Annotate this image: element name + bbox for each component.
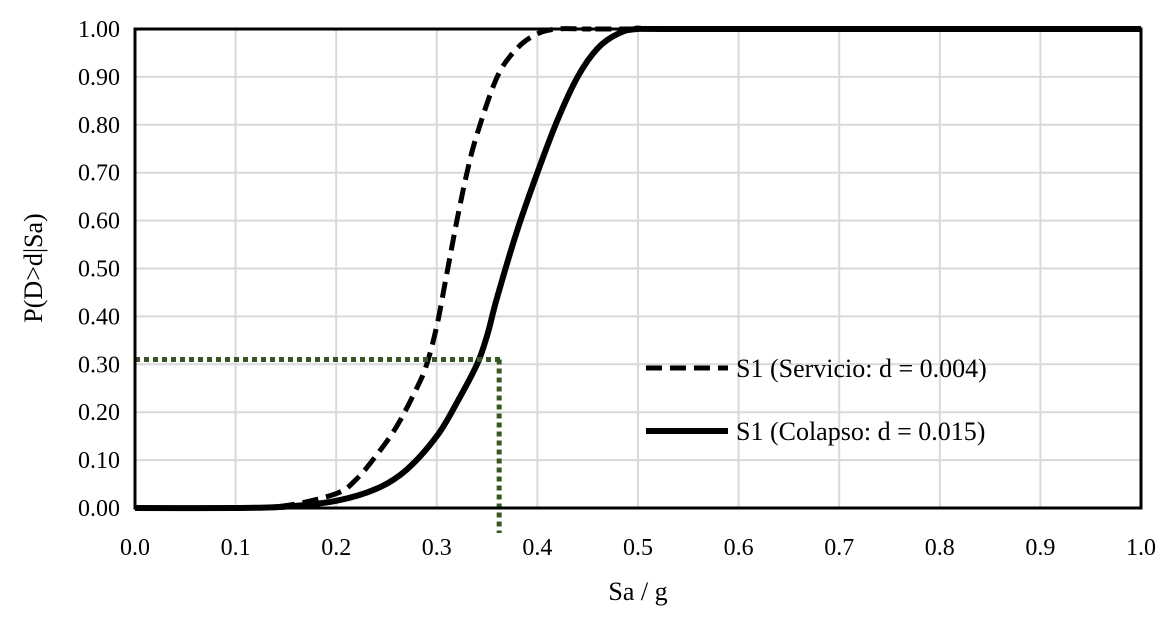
x-tick-label-4: 0.4 [522,535,552,561]
x-tick-labels: 0.0 0.1 0.2 0.3 0.4 0.5 0.6 0.7 0.8 0.9 1.0 [120,535,1156,561]
legend-label-colapso: S1 (Colapso: d = 0.015) [736,417,985,446]
x-tick-label-0: 0.0 [120,535,150,561]
x-tick-label-2: 0.2 [321,535,351,561]
x-tick-label-9: 0.9 [1025,535,1055,561]
y-tick-label-7: 0.70 [78,161,120,187]
y-tick-label-6: 0.60 [78,209,120,235]
plot-frame [133,27,1143,510]
x-tick-label-8: 0.8 [925,535,955,561]
legend-label-servicio: S1 (Servicio: d = 0.004) [736,354,987,383]
y-tick-label-10: 1.00 [78,17,120,43]
x-tick-label-7: 0.7 [824,535,854,561]
x-axis-label: Sa / g [608,577,667,606]
y-tick-label-2: 0.20 [78,400,120,426]
y-axis-label: P(D>d|Sa) [19,213,48,322]
y-tick-labels: 0.00 0.10 0.20 0.30 0.40 0.50 0.60 0.70 0.80 0.90… [78,17,120,522]
x-tick-label-6: 0.6 [724,535,754,561]
legend: S1 (Servicio: d = 0.004) S1 (Colapso: d … [646,354,987,446]
x-tick-label-3: 0.3 [422,535,452,561]
y-tick-label-5: 0.50 [78,257,120,283]
y-tick-label-1: 0.10 [78,448,120,474]
x-tick-label-5: 0.5 [623,535,653,561]
y-tick-label-3: 0.30 [78,352,120,378]
y-tick-label-0: 0.00 [78,496,120,522]
annotation-layer [135,357,503,533]
x-tick-label-10: 1.0 [1126,535,1156,561]
y-tick-label-9: 0.90 [78,65,120,91]
y-tick-label-8: 0.80 [78,113,120,139]
y-tick-label-4: 0.40 [78,304,120,330]
x-tick-label-1: 0.1 [221,535,251,561]
grid-layer [134,28,1142,509]
